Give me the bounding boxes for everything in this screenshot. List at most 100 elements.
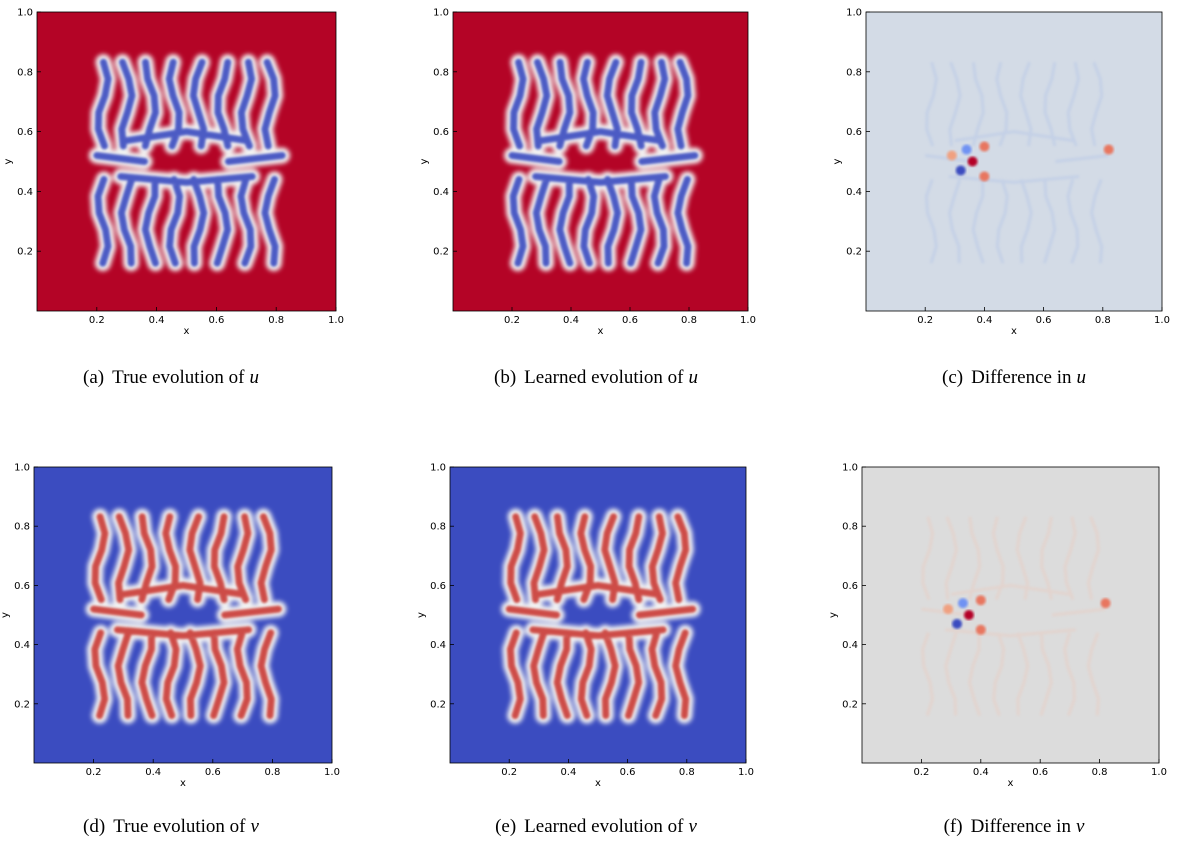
difference-blob xyxy=(943,604,954,615)
y-axis-label: y xyxy=(832,158,843,164)
caption: (d) True evolution of v xyxy=(83,816,259,837)
difference-blob xyxy=(961,144,972,155)
x-axis-label: x xyxy=(1008,778,1014,789)
heatmap-field xyxy=(450,467,746,763)
caption-variable: u xyxy=(689,367,699,388)
x-tick-label: 0.4 xyxy=(149,315,165,326)
difference-blob xyxy=(975,595,986,606)
y-tick-label: 1.0 xyxy=(433,8,449,19)
panel: 0.2 0.4 0.6 0.8 1.0 0.2 0.4 0.6 0.8 1.0 x y (b) Learn… xyxy=(419,8,756,389)
axes-frame xyxy=(452,11,749,312)
x-tick-label: 0.8 xyxy=(268,315,284,326)
difference-blob xyxy=(957,598,968,609)
x-tick-label: 0.6 xyxy=(620,767,636,778)
y-tick-label: 0.6 xyxy=(430,581,446,592)
caption-text: True evolution of xyxy=(113,816,246,837)
caption-text: Difference in xyxy=(971,816,1072,837)
x-tick-label: 1.0 xyxy=(1154,315,1170,326)
caption-label: (d) xyxy=(83,816,105,837)
heatmap-field xyxy=(37,12,336,311)
x-tick-label: 1.0 xyxy=(738,767,754,778)
x-tick-label: 0.6 xyxy=(1032,767,1048,778)
heatmap-field xyxy=(862,467,1159,763)
x-tick-label: 0.2 xyxy=(913,767,929,778)
caption-text: True evolution of xyxy=(112,367,245,388)
difference-blob xyxy=(975,624,986,635)
caption-label: (b) xyxy=(494,367,516,388)
y-tick-label: 0.4 xyxy=(14,640,30,651)
difference-blob xyxy=(979,141,990,152)
x-tick-label: 0.4 xyxy=(976,315,992,326)
faint-pattern xyxy=(921,516,1106,717)
heatmap-background xyxy=(37,12,336,311)
y-tick-label: 0.8 xyxy=(17,67,33,78)
x-axis-label: x xyxy=(180,778,186,789)
panel: 0.2 0.4 0.6 0.8 1.0 0.2 0.4 0.6 0.8 1.0 x y (e) Learn… xyxy=(416,463,754,838)
caption-label: (e) xyxy=(495,816,516,837)
caption-variable: v xyxy=(1076,816,1085,837)
y-tick-label: 0.8 xyxy=(433,67,449,78)
caption-text: Learned evolution of xyxy=(524,367,684,388)
x-tick-label: 0.8 xyxy=(264,767,280,778)
caption-label: (a) xyxy=(83,367,104,388)
y-tick-label: 0.2 xyxy=(14,699,30,710)
y-axis-label: y xyxy=(3,158,14,164)
y-axis-label: y xyxy=(419,158,430,164)
x-tick-label: 1.0 xyxy=(740,315,756,326)
difference-blob xyxy=(1103,144,1114,155)
heatmap-field xyxy=(453,12,748,311)
y-tick-label: 0.4 xyxy=(17,187,33,198)
y-tick-label: 0.6 xyxy=(14,581,30,592)
difference-blob xyxy=(963,610,974,620)
panel: 0.2 0.4 0.6 0.8 1.0 0.2 0.4 0.6 0.8 1.0 x y (f) Diffe… xyxy=(828,463,1167,838)
y-tick-label: 0.4 xyxy=(433,187,449,198)
pattern-stripe xyxy=(508,58,699,267)
x-tick-label: 0.2 xyxy=(504,315,520,326)
y-tick-label: 0.2 xyxy=(17,247,33,258)
x-tick-label: 0.2 xyxy=(917,315,933,326)
difference-blob xyxy=(946,150,957,161)
pattern-stripe xyxy=(505,513,697,720)
difference-blob xyxy=(967,156,978,167)
y-tick-label: 0.4 xyxy=(430,640,446,651)
x-tick-label: 0.8 xyxy=(681,315,697,326)
y-tick-label: 0.6 xyxy=(846,127,862,138)
axes-frame xyxy=(861,466,1160,764)
x-tick-label: 0.4 xyxy=(560,767,576,778)
x-axis-label: x xyxy=(184,326,190,337)
caption: (c) Difference in u xyxy=(942,367,1086,388)
axes-frame xyxy=(33,466,333,764)
y-tick-label: 0.6 xyxy=(17,127,33,138)
y-tick-label: 0.6 xyxy=(842,581,858,592)
caption: (f) Difference in v xyxy=(944,816,1085,837)
y-tick-label: 0.8 xyxy=(846,67,862,78)
caption-label: (c) xyxy=(942,367,963,388)
x-tick-label: 0.6 xyxy=(1036,315,1052,326)
axes-frame xyxy=(36,11,337,312)
x-tick-label: 0.8 xyxy=(1092,767,1108,778)
heatmap-background xyxy=(34,467,332,763)
faint-pattern xyxy=(924,61,1109,264)
caption: (a) True evolution of u xyxy=(83,367,259,388)
x-tick-label: 1.0 xyxy=(1151,767,1167,778)
caption: (b) Learned evolution of u xyxy=(494,367,698,388)
x-tick-label: 1.0 xyxy=(328,315,344,326)
y-tick-label: 0.8 xyxy=(14,522,30,533)
x-tick-label: 0.6 xyxy=(205,767,221,778)
x-tick-label: 0.6 xyxy=(208,315,224,326)
caption-variable: v xyxy=(689,816,698,837)
panel: 0.2 0.4 0.6 0.8 1.0 0.2 0.4 0.6 0.8 1.0 x y (d) True … xyxy=(0,463,340,838)
y-axis-label: y xyxy=(828,612,839,618)
y-tick-label: 0.8 xyxy=(430,522,446,533)
x-tick-label: 1.0 xyxy=(324,767,340,778)
heatmap-field xyxy=(34,467,332,763)
pattern-stripe xyxy=(90,513,282,720)
y-tick-label: 1.0 xyxy=(430,463,446,474)
caption-variable: u xyxy=(249,367,259,388)
caption-variable: u xyxy=(1077,367,1087,388)
heatmap-field xyxy=(866,12,1162,311)
caption-text: Difference in xyxy=(971,367,1072,388)
y-axis-label: y xyxy=(416,612,427,618)
y-tick-label: 1.0 xyxy=(846,8,862,19)
difference-blob xyxy=(955,165,966,176)
